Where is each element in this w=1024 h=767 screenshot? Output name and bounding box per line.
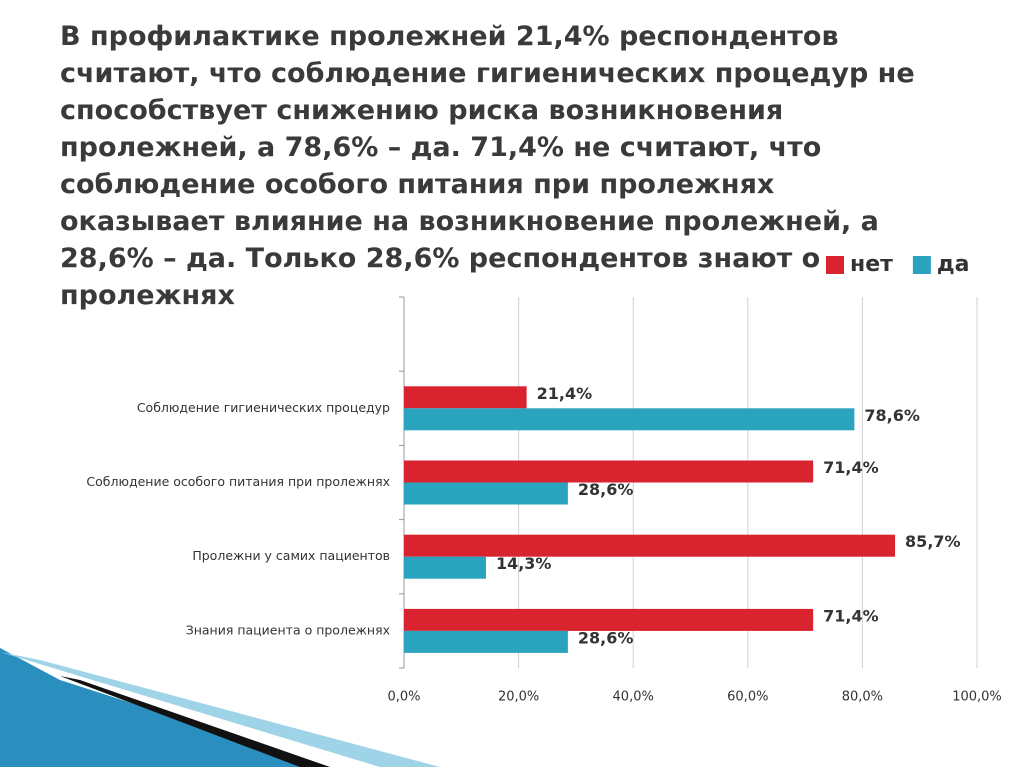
value-label: 78,6% (864, 406, 920, 425)
value-label: 71,4% (823, 606, 879, 625)
legend-label: нет (850, 252, 893, 277)
value-label: 28,6% (578, 628, 634, 647)
x-tick-label: 0,0% (387, 690, 420, 705)
y-tick-label: Знания пациента о пролежнях (186, 622, 390, 637)
x-tick-label: 20,0% (498, 690, 539, 705)
x-tick-label: 40,0% (613, 690, 654, 705)
x-tick-label: 60,0% (727, 690, 768, 705)
x-tick-label: 80,0% (842, 690, 883, 705)
bar (404, 556, 486, 579)
decoration (60, 676, 330, 767)
bar (404, 534, 896, 557)
value-label: 85,7% (905, 532, 961, 551)
bar (404, 482, 568, 505)
y-tick-label: Соблюдение особого питания при пролежнях (86, 474, 390, 489)
bar (404, 386, 527, 409)
decoration (0, 652, 440, 767)
y-tick-label: Соблюдение гигиенических процедур (137, 400, 390, 415)
bar (404, 460, 814, 483)
y-tick-label: Пролежни у самих пациентов (192, 548, 390, 563)
value-label: 21,4% (537, 384, 593, 403)
chart-title: В профилактике пролежней 21,4% респонден… (60, 21, 915, 311)
value-label: 28,6% (578, 480, 634, 499)
value-label: 14,3% (496, 554, 552, 573)
bar (404, 408, 855, 431)
decoration (0, 648, 330, 767)
legend-label: да (937, 252, 970, 277)
legend-swatch (826, 256, 844, 274)
x-tick-label: 100,0% (952, 690, 1002, 705)
bar (404, 608, 814, 631)
legend-swatch (912, 256, 931, 274)
bar (404, 630, 568, 653)
value-label: 71,4% (823, 458, 879, 477)
